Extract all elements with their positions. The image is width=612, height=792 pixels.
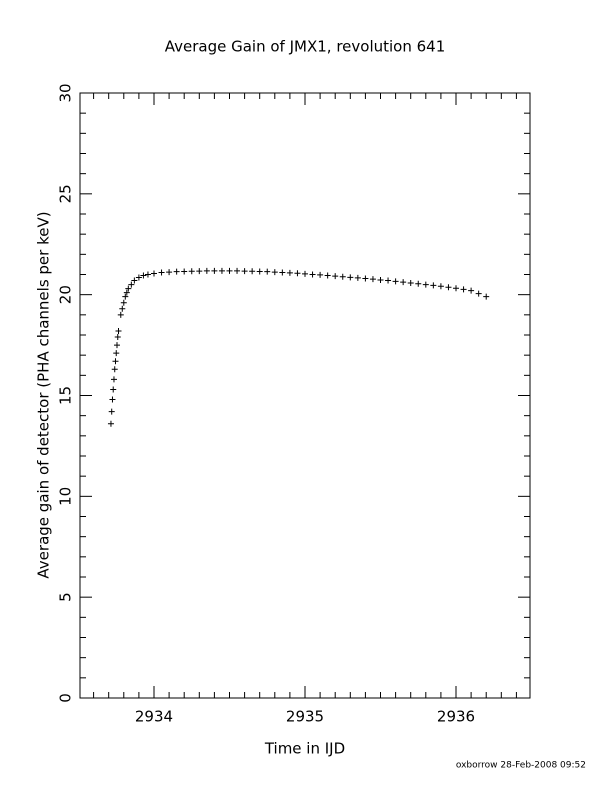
data-point <box>407 279 414 286</box>
data-point <box>392 278 399 285</box>
y-axis-label: Average gain of detector (PHA channels p… <box>35 211 53 578</box>
data-point <box>115 327 122 334</box>
data-point <box>203 267 210 274</box>
data-point <box>385 277 392 284</box>
data-point <box>128 281 135 288</box>
data-point <box>400 279 407 286</box>
data-point <box>111 366 118 373</box>
x-tick-label: 2935 <box>286 708 324 726</box>
data-point <box>460 286 467 293</box>
data-point <box>309 271 316 278</box>
data-point <box>135 274 142 281</box>
data-point <box>302 270 308 277</box>
chart-title: Average Gain of JMX1, revolution 641 <box>165 38 446 56</box>
data-point <box>241 268 248 275</box>
data-point <box>131 277 138 284</box>
data-point <box>362 275 369 282</box>
data-point <box>294 270 301 277</box>
data-point <box>483 293 490 300</box>
data-point <box>188 268 195 275</box>
data-point <box>218 267 225 274</box>
data-point <box>317 271 324 278</box>
data-point <box>377 276 384 283</box>
data-point <box>150 270 157 277</box>
data-point <box>445 284 452 291</box>
data-point <box>123 289 130 296</box>
x-tick-label: 2934 <box>135 708 173 726</box>
data-point <box>354 274 361 281</box>
data-point <box>110 376 117 383</box>
data-point <box>140 272 147 279</box>
x-tick-label: 2936 <box>437 708 475 726</box>
data-point <box>158 269 165 276</box>
data-point <box>437 283 444 290</box>
data-point <box>114 334 121 341</box>
data-point <box>226 267 233 274</box>
y-tick-label: 5 <box>57 592 75 602</box>
y-tick-label: 15 <box>57 386 75 405</box>
data-point <box>234 267 241 274</box>
data-point <box>415 280 422 287</box>
data-point <box>264 268 271 275</box>
data-point <box>256 268 263 275</box>
data-point <box>430 282 437 289</box>
x-axis-label: Time in IJD <box>264 740 345 758</box>
footer: oxborrow 28-Feb-2008 09:52 <box>456 761 586 771</box>
data-point <box>166 269 173 276</box>
data-point <box>339 273 346 280</box>
data-point <box>347 274 354 281</box>
data-point <box>117 311 124 318</box>
data-point <box>119 305 126 312</box>
data-point <box>144 271 151 278</box>
data-point <box>211 267 218 274</box>
y-tick-label: 20 <box>57 285 75 304</box>
data-point <box>122 293 129 300</box>
data-point <box>196 268 203 275</box>
data-point <box>475 290 482 297</box>
data-point <box>324 272 331 279</box>
data-point <box>181 268 188 275</box>
y-tick-label: 0 <box>57 693 75 703</box>
data-point <box>279 269 286 276</box>
data-point <box>453 285 460 292</box>
data-point <box>271 269 278 276</box>
data-point <box>109 396 116 403</box>
data-point <box>249 268 256 275</box>
y-tick-label: 10 <box>57 487 75 506</box>
data-point <box>120 299 127 306</box>
data-point <box>107 420 114 427</box>
plot-frame <box>79 92 531 699</box>
data-point <box>108 408 115 415</box>
data-point <box>110 386 117 393</box>
data-point <box>286 269 293 276</box>
data-point <box>112 358 119 365</box>
data-point <box>332 273 339 280</box>
data-point <box>369 276 376 283</box>
y-tick-label: 30 <box>57 83 75 102</box>
data-point <box>125 285 132 292</box>
data-point <box>173 268 180 275</box>
y-tick-label: 25 <box>57 184 75 203</box>
data-point <box>113 350 120 357</box>
data-point <box>468 287 475 294</box>
data-point <box>422 281 429 288</box>
data-point <box>113 342 120 349</box>
